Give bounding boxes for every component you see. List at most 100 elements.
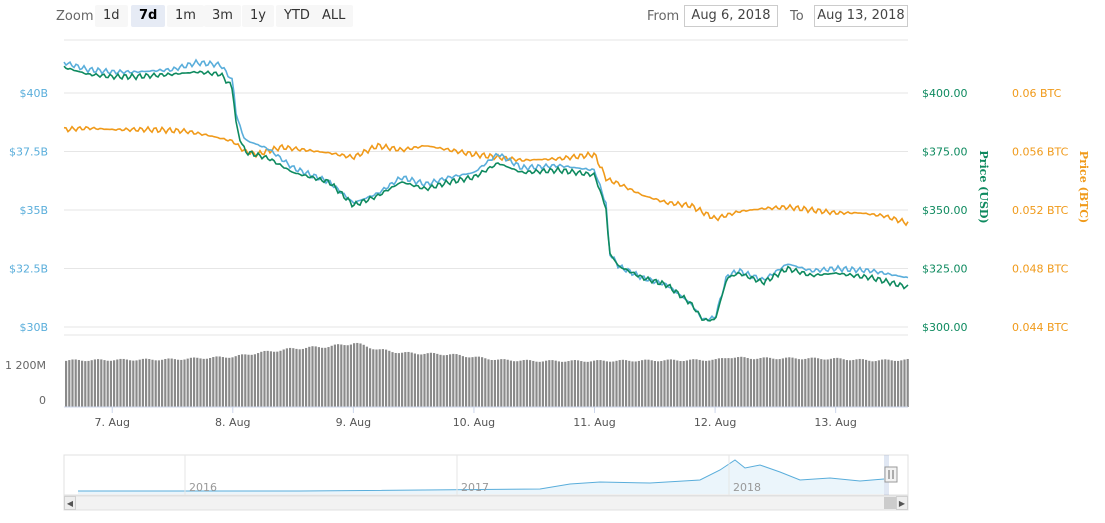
volume-bar — [471, 357, 474, 407]
zoom-all-button[interactable]: ALL — [314, 5, 354, 27]
volume-bar — [260, 351, 263, 407]
volume-bar — [81, 360, 84, 407]
volume-bar — [826, 359, 829, 407]
navigator-handle[interactable] — [884, 466, 898, 483]
zoom-7d-button[interactable]: 7d — [131, 5, 166, 27]
from-date-input[interactable]: Aug 6, 2018 — [684, 5, 778, 27]
volume-bar — [228, 357, 231, 407]
volume-bar — [180, 359, 183, 407]
volume-bar — [257, 353, 260, 407]
volume-bar — [676, 360, 679, 407]
volume-bar — [241, 354, 244, 407]
volume-bar — [234, 356, 237, 407]
volume-bar — [417, 354, 420, 407]
volume-bar — [420, 354, 423, 407]
volume-bar — [225, 357, 228, 407]
volume-bars — [65, 342, 909, 407]
volume-bar — [263, 350, 266, 407]
zoom-ytd-button[interactable]: YTD — [276, 5, 318, 27]
usd-tick-label: $300.00 — [922, 321, 968, 334]
volume-bar — [465, 357, 468, 407]
zoom-3m-button[interactable]: 3m — [204, 5, 241, 27]
volume-bar — [567, 361, 570, 407]
volume-bar — [84, 361, 87, 407]
volume-bar — [132, 360, 135, 407]
zoom-1d-button[interactable]: 1d — [95, 5, 128, 27]
btc-tick-label: 0.048 BTC — [1012, 263, 1069, 276]
scrollbar[interactable] — [63, 495, 909, 511]
volume-bar — [634, 361, 637, 407]
volume-bar — [369, 348, 372, 407]
volume-bar — [897, 360, 900, 407]
volume-bar — [858, 358, 861, 407]
volume-bar — [113, 360, 116, 407]
volume-bar — [106, 360, 109, 407]
volume-bar — [797, 359, 800, 407]
volume-bar — [618, 360, 621, 407]
volume-bar — [90, 360, 93, 407]
volume-bar — [327, 347, 330, 407]
volume-bar — [871, 361, 874, 407]
volume-bar — [746, 358, 749, 407]
to-date-input[interactable]: Aug 13, 2018 — [814, 5, 908, 27]
range-selector-toolbar: Zoom 1d 7d 1m 3m 1y YTD ALL From Aug 6, … — [0, 0, 1105, 34]
volume-bar — [791, 357, 794, 407]
navigator[interactable]: 2016 2017 2018 — [63, 454, 909, 496]
volume-bar — [119, 358, 122, 407]
volume-bar — [487, 359, 490, 407]
volume-bar — [445, 355, 448, 407]
volume-bar — [388, 350, 391, 407]
volume-bar — [801, 359, 804, 407]
volume-bar — [97, 359, 100, 407]
zoom-1y-button[interactable]: 1y — [242, 5, 274, 27]
volume-bar — [906, 358, 909, 407]
scroll-right-button[interactable]: ▶ — [896, 496, 908, 510]
volume-bar — [273, 351, 276, 407]
volume-bar — [474, 356, 477, 407]
volume-bar — [881, 359, 884, 407]
volume-bar — [762, 357, 765, 407]
volume-bar — [893, 360, 896, 407]
volume-bar — [775, 359, 778, 407]
volume-bar — [401, 352, 404, 407]
volume-bar — [877, 360, 880, 407]
volume-bar — [135, 360, 138, 407]
volume-bar — [564, 361, 567, 407]
volume-bar — [596, 360, 599, 407]
volume-bar — [231, 357, 234, 407]
volume-bar — [404, 352, 407, 407]
volume-bar — [193, 357, 196, 407]
volume-bar — [77, 359, 80, 407]
volume-bar — [580, 361, 583, 407]
volume-bar — [545, 360, 548, 407]
volume-bar — [711, 359, 714, 407]
zoom-1m-button[interactable]: 1m — [167, 5, 204, 27]
market-cap-tick-label: $40B — [19, 87, 48, 100]
navigator-label-2016: 2016 — [189, 481, 217, 494]
volume-bar — [538, 361, 541, 407]
volume-bar — [199, 358, 202, 407]
volume-bar — [337, 344, 340, 407]
volume-bar — [609, 361, 612, 407]
volume-bar — [714, 359, 717, 407]
volume-bar — [372, 349, 375, 407]
volume-bar — [253, 354, 256, 407]
volume-bar — [410, 352, 413, 407]
x-tick-label: 8. Aug — [215, 416, 250, 429]
volume-bar — [551, 360, 554, 407]
volume-bar — [346, 345, 349, 407]
volume-bar — [599, 360, 602, 407]
btc-tick-label: 0.052 BTC — [1012, 204, 1069, 217]
volume-bar — [433, 353, 436, 407]
volume-bar — [129, 360, 132, 407]
volume-bar — [756, 358, 759, 407]
volume-bar — [157, 360, 160, 407]
volume-bar — [855, 359, 858, 407]
scrollbar-thumb[interactable] — [884, 497, 896, 509]
volume-bar — [151, 359, 154, 407]
scroll-left-button[interactable]: ◀ — [64, 496, 76, 510]
volume-bar — [641, 360, 644, 407]
scrollbar-track[interactable] — [63, 495, 909, 511]
volume-tick-label: 0 — [39, 394, 46, 407]
volume-bar — [461, 356, 464, 407]
